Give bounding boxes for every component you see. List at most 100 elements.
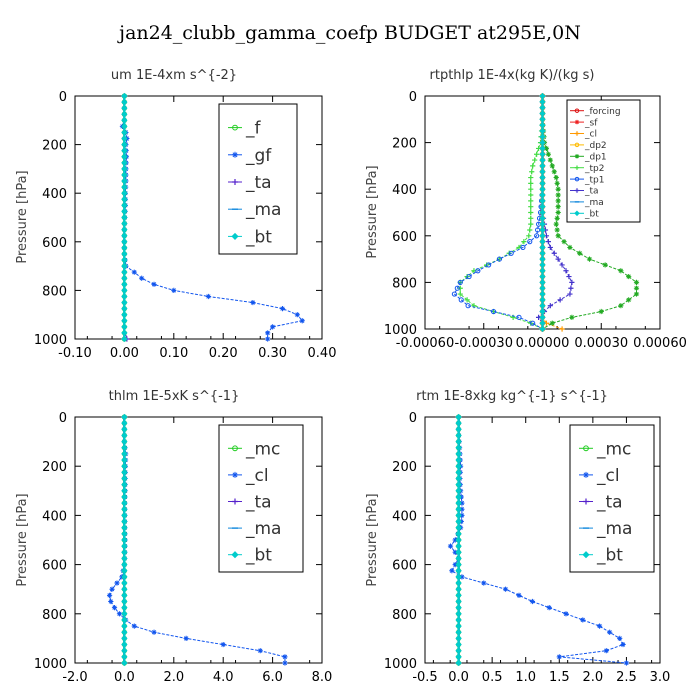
series-point xyxy=(516,314,522,320)
series-point xyxy=(121,475,128,482)
series-point xyxy=(121,487,128,494)
legend-label: _tp1 xyxy=(584,175,604,185)
series-point xyxy=(452,562,458,568)
series-point xyxy=(516,592,522,598)
legend-label: _tp2 xyxy=(584,164,604,174)
legend-marker xyxy=(574,142,580,148)
series-point xyxy=(121,171,128,179)
series-point xyxy=(539,232,546,239)
series-point xyxy=(121,499,128,507)
legend-label: _cl xyxy=(245,466,269,486)
legend-marker xyxy=(231,551,239,559)
series-point xyxy=(557,297,563,303)
legend: _mc _cl _ta _ma _bt xyxy=(218,424,304,573)
series-point xyxy=(539,226,546,234)
series-point xyxy=(529,598,536,605)
series-point xyxy=(205,293,211,300)
series-point xyxy=(121,305,128,312)
legend: _mc _cl _ta _ma _bt xyxy=(569,424,655,573)
y-axis-label-rtm: Pressure [hPa] xyxy=(365,493,380,586)
series-point xyxy=(539,191,546,199)
x-tick-label: 1.0 xyxy=(515,670,536,685)
legend-label: _mc xyxy=(245,439,280,459)
legend-label: _ta xyxy=(245,173,272,193)
series-point xyxy=(457,291,463,297)
plot-frame xyxy=(424,416,661,664)
legend-marker xyxy=(574,176,580,182)
series-point xyxy=(121,329,128,337)
series-point xyxy=(108,598,114,605)
y-tick-label: 400 xyxy=(42,509,67,524)
series-point xyxy=(121,506,128,513)
series-point xyxy=(121,598,128,605)
series-point xyxy=(265,336,271,342)
series-point xyxy=(121,512,128,519)
series-point xyxy=(121,641,128,648)
series-point xyxy=(539,121,546,129)
series-point xyxy=(121,190,128,197)
series-point xyxy=(455,512,462,519)
series-point xyxy=(455,493,462,501)
series-point xyxy=(121,147,128,154)
legend-label: _ma xyxy=(596,519,632,539)
series-point xyxy=(455,592,462,599)
series-point xyxy=(121,293,128,300)
series-point xyxy=(121,438,128,445)
series-point xyxy=(121,518,128,525)
series-point xyxy=(121,226,128,233)
y-tick-label: 600 xyxy=(42,236,67,251)
series-point xyxy=(455,610,462,617)
panel-thlm: thlm 1E-5xK s^{-1} Pressure [hPa] -2.0 0.… xyxy=(15,389,332,685)
series-point xyxy=(455,481,462,488)
series-point xyxy=(121,413,128,421)
series-point xyxy=(455,555,462,562)
series-point xyxy=(121,317,128,324)
series-point xyxy=(620,641,626,648)
series-point xyxy=(539,209,546,216)
x-tick-label: 0.5 xyxy=(482,670,503,685)
series-point xyxy=(121,135,128,142)
y-tick-label: 400 xyxy=(392,509,417,524)
x-tick-label: 0.00 xyxy=(110,346,139,361)
series-point xyxy=(539,296,546,304)
series-point xyxy=(121,622,128,630)
series-point xyxy=(475,268,481,274)
x-tick-label: 8.0 xyxy=(312,670,333,685)
series-point xyxy=(530,320,536,326)
y-tick-label: 1000 xyxy=(34,657,67,672)
series-point xyxy=(539,186,546,193)
series-point xyxy=(121,335,128,343)
series-point xyxy=(121,159,128,166)
series-point xyxy=(121,561,128,568)
x-tick-label: 0.00060 xyxy=(633,336,687,351)
series-point xyxy=(451,291,457,297)
legend-label: _bt xyxy=(245,546,272,566)
series-point xyxy=(121,323,128,331)
series-point xyxy=(455,426,462,433)
series-point xyxy=(449,568,455,574)
series-point xyxy=(121,153,128,160)
series-point xyxy=(539,314,546,321)
series-point xyxy=(279,306,286,312)
panel-um: um 1E-4xm s^{-2} Pressure [hPa] -0.10 0.0… xyxy=(15,68,336,361)
series-point xyxy=(563,611,569,617)
legend-label: _mc xyxy=(596,439,631,459)
series-point xyxy=(567,291,573,297)
y-tick-label: 800 xyxy=(42,608,67,623)
legend-marker xyxy=(232,124,238,131)
series-point xyxy=(526,233,532,239)
series-point xyxy=(121,141,128,148)
series-point xyxy=(459,512,465,518)
series-point xyxy=(455,629,462,636)
series-point xyxy=(121,530,128,538)
series-point xyxy=(602,262,608,268)
series-point xyxy=(455,659,462,667)
x-tick-label: 0.0 xyxy=(114,670,135,685)
series-point xyxy=(121,567,128,574)
series-point xyxy=(530,163,536,169)
series-point xyxy=(549,163,555,169)
series-point xyxy=(528,215,534,221)
series-point xyxy=(539,174,546,181)
series-point xyxy=(623,660,630,666)
series-point xyxy=(116,611,123,617)
